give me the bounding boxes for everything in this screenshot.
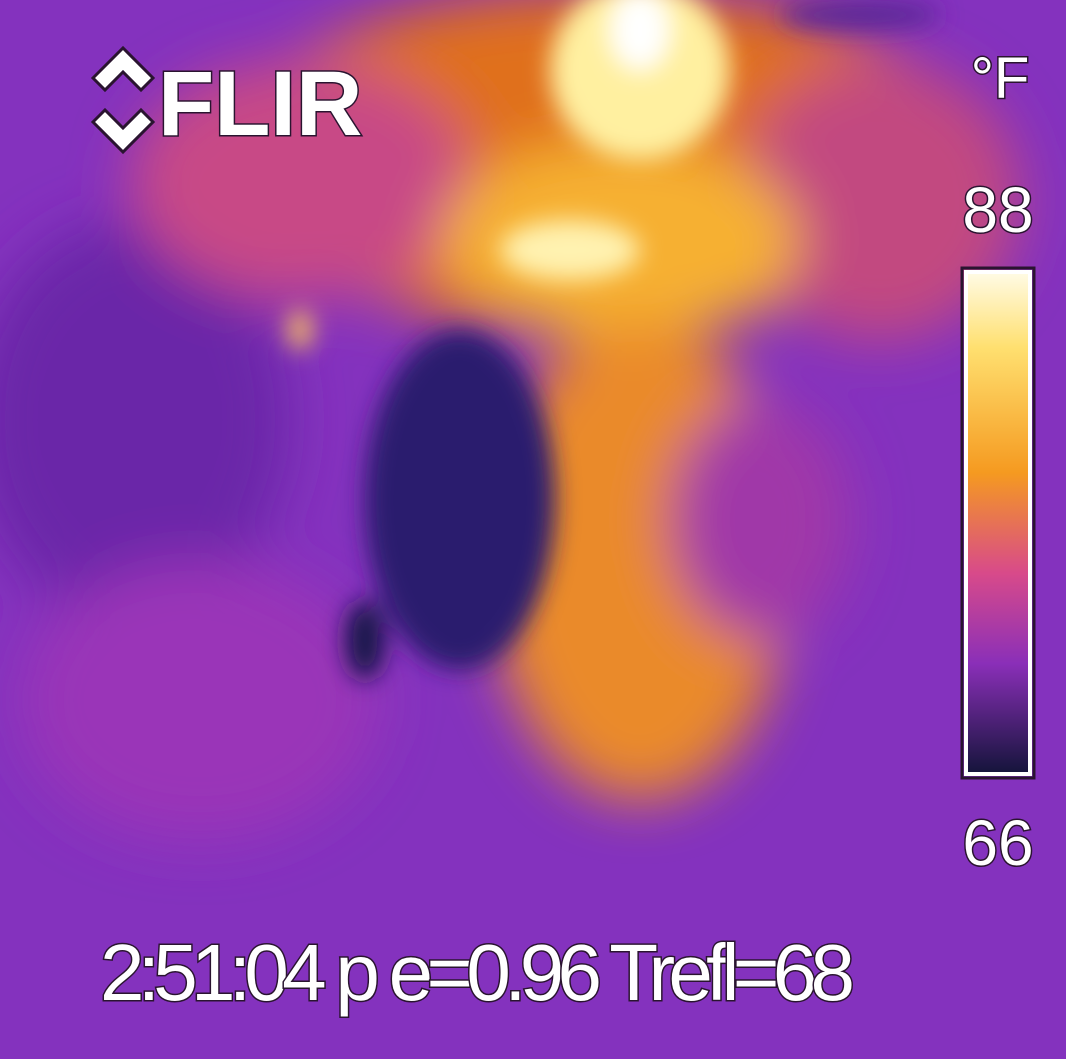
scale-max: 88	[962, 174, 1033, 246]
flir-logo: FLIR	[90, 45, 364, 157]
scale-unit: °F	[971, 46, 1030, 111]
scale-min: 66	[962, 807, 1033, 879]
logo-text: FLIR	[158, 53, 362, 155]
color-bar	[964, 270, 1032, 776]
logo-icon	[90, 107, 156, 155]
color-bar-border	[960, 266, 1036, 780]
logo-icon	[90, 45, 156, 93]
status-line: 2:51:04 p e=0.96 Trefl=68	[100, 928, 855, 1017]
